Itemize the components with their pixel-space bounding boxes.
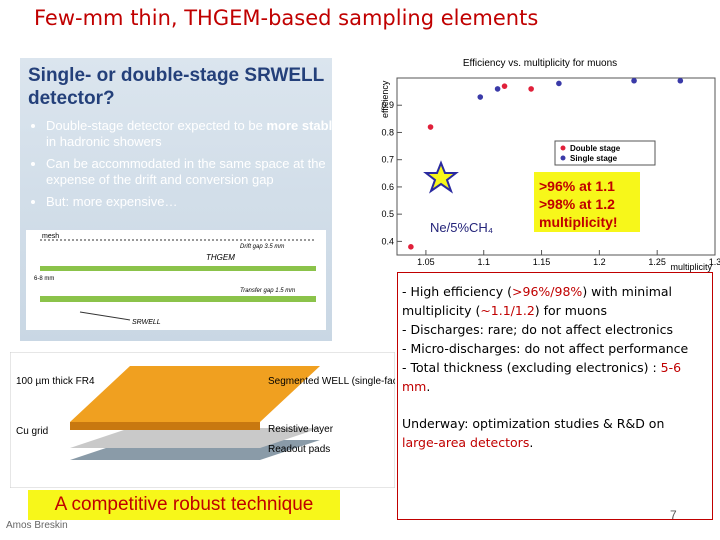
paragraph: - High efficiency (>96%/98%) with minima… xyxy=(402,282,702,320)
x-tick-label: 1.1 xyxy=(477,257,490,267)
diagram-label: Cu grid xyxy=(16,426,48,437)
panel-heading: Single- or double-stage SRWELL detector? xyxy=(28,65,324,109)
layer-diagram: 100 µm thick FR4 Cu grid Segmented WELL … xyxy=(10,352,395,488)
legend-marker xyxy=(560,145,566,151)
resistive-layer xyxy=(70,428,320,448)
pointer xyxy=(79,311,131,321)
author: Amos Breskin xyxy=(6,520,68,531)
chart-title: Efficiency vs. multiplicity for muons xyxy=(463,58,617,69)
text-run: ) with minimal multiplicity ( xyxy=(402,284,673,318)
well-layer xyxy=(70,366,320,422)
paragraph: - Total thickness (excluding electronics… xyxy=(402,358,702,396)
diagram-bg xyxy=(26,230,326,330)
x-axis-label: multiplicity xyxy=(670,262,712,272)
diagram-label: THGEM xyxy=(206,253,235,262)
text-run: Underway: optimization studies & R&D on xyxy=(402,416,665,431)
text-run: ) for muons xyxy=(534,303,607,318)
plot-frame xyxy=(396,77,716,256)
text-run: But: more expensive… xyxy=(46,194,178,209)
y-tick-label: 0.9 xyxy=(381,100,394,110)
text-run: ~1.1/1.2 xyxy=(480,303,535,318)
bullet-list: Double-stage detector expected to be mor… xyxy=(28,118,346,216)
chart: Efficiency vs. multiplicity for muons mu… xyxy=(380,58,720,272)
y-tick-label: 0.7 xyxy=(381,155,394,165)
point xyxy=(408,244,414,250)
legend-box xyxy=(554,140,656,166)
diagram-label: Readout pads xyxy=(268,444,330,455)
star xyxy=(423,160,459,194)
x-tick-label: 1.2 xyxy=(593,257,606,267)
y-axis-label: efficiency xyxy=(380,80,390,118)
slide-title: Few-mm thin, THGEM-based sampling elemen… xyxy=(34,6,539,30)
point xyxy=(477,94,484,100)
diagram-label: SRWELL xyxy=(132,319,161,326)
annotation-gas: Ne/5%CH₄ xyxy=(430,220,493,235)
legend-marker xyxy=(560,155,566,161)
text-run: - Micro-discharges: do not affect perfor… xyxy=(402,341,689,356)
page-number: 7 xyxy=(670,508,677,522)
diagram-label: Drift gap 3.5 mm xyxy=(240,244,284,250)
y-tick-label: 0.8 xyxy=(381,127,394,137)
paragraph: - Discharges: rare; do not affect electr… xyxy=(402,320,702,339)
y-tick-label: 0.4 xyxy=(381,236,394,246)
bullet: But: more expensive… xyxy=(46,194,346,210)
annotation-line: >96% at 1.1 xyxy=(539,178,615,194)
annotation-line: >98% at 1.2 xyxy=(539,196,615,212)
diagram-label: 6-8 mm xyxy=(34,276,54,282)
text-run: - Discharges: rare; do not affect electr… xyxy=(402,322,673,337)
text-run: large-area detectors xyxy=(402,435,530,450)
diagram-label: Transfer gap 1.5 mm xyxy=(240,288,295,294)
diagram-label: Resistive layer xyxy=(268,424,334,435)
srwell-diagram: mesh Drift gap 3.5 mm THGEM 6-8 mm Trans… xyxy=(26,230,326,330)
text-run: in hadronic showers xyxy=(46,134,162,149)
text-run: more stable xyxy=(266,118,340,133)
text-run: . xyxy=(529,435,534,450)
text-run: Can be accommodated in the same space at… xyxy=(46,156,326,187)
paragraph: Underway: optimization studies & R&D on … xyxy=(402,414,702,452)
thgem-layer xyxy=(40,266,316,271)
point xyxy=(556,80,562,87)
paragraph: - Micro-discharges: do not affect perfor… xyxy=(402,339,702,358)
bullet: Double-stage detector expected to be mor… xyxy=(46,118,346,150)
text-run: - Total thickness (excluding electronics… xyxy=(402,360,661,375)
text-run: 5-6 mm xyxy=(402,360,682,394)
y-tick-label: 0.6 xyxy=(381,182,394,192)
point xyxy=(677,77,684,84)
x-tick-label: 1.15 xyxy=(533,257,551,267)
point xyxy=(528,86,534,92)
y-tick-label: 0.5 xyxy=(381,209,394,219)
x-tick-label: 1.25 xyxy=(648,257,666,267)
x-tick-label: 1.3 xyxy=(709,257,720,267)
point xyxy=(501,83,508,89)
point xyxy=(631,77,637,84)
annotation-box xyxy=(534,172,640,232)
diagram-label: Segmented WELL (single-faced THGEM) xyxy=(268,376,395,387)
text-run: >96%/98% xyxy=(512,284,583,299)
text-run: Double-stage detector expected to be xyxy=(46,118,267,133)
text-run: - High efficiency ( xyxy=(402,284,513,299)
well-edge xyxy=(70,422,260,430)
legend-label: Single stage xyxy=(570,154,618,163)
srwell-layer xyxy=(40,296,316,302)
notes: - High efficiency (>96%/98%) with minima… xyxy=(402,282,702,452)
x-tick-label: 1.05 xyxy=(417,257,435,267)
text-run: . xyxy=(426,379,431,394)
point xyxy=(494,86,501,92)
annotation-line: multiplicity! xyxy=(539,214,618,230)
legend-label: Double stage xyxy=(570,144,621,153)
notes-box xyxy=(397,272,713,520)
point xyxy=(427,124,434,130)
diagram-label: mesh xyxy=(42,233,59,240)
left-panel: Single- or double-stage SRWELL detector?… xyxy=(20,58,339,341)
tagline: A competitive robust technique xyxy=(28,490,340,520)
bullet: Can be accommodated in the same space at… xyxy=(46,156,346,188)
diagram-label: 100 µm thick FR4 xyxy=(16,376,95,387)
